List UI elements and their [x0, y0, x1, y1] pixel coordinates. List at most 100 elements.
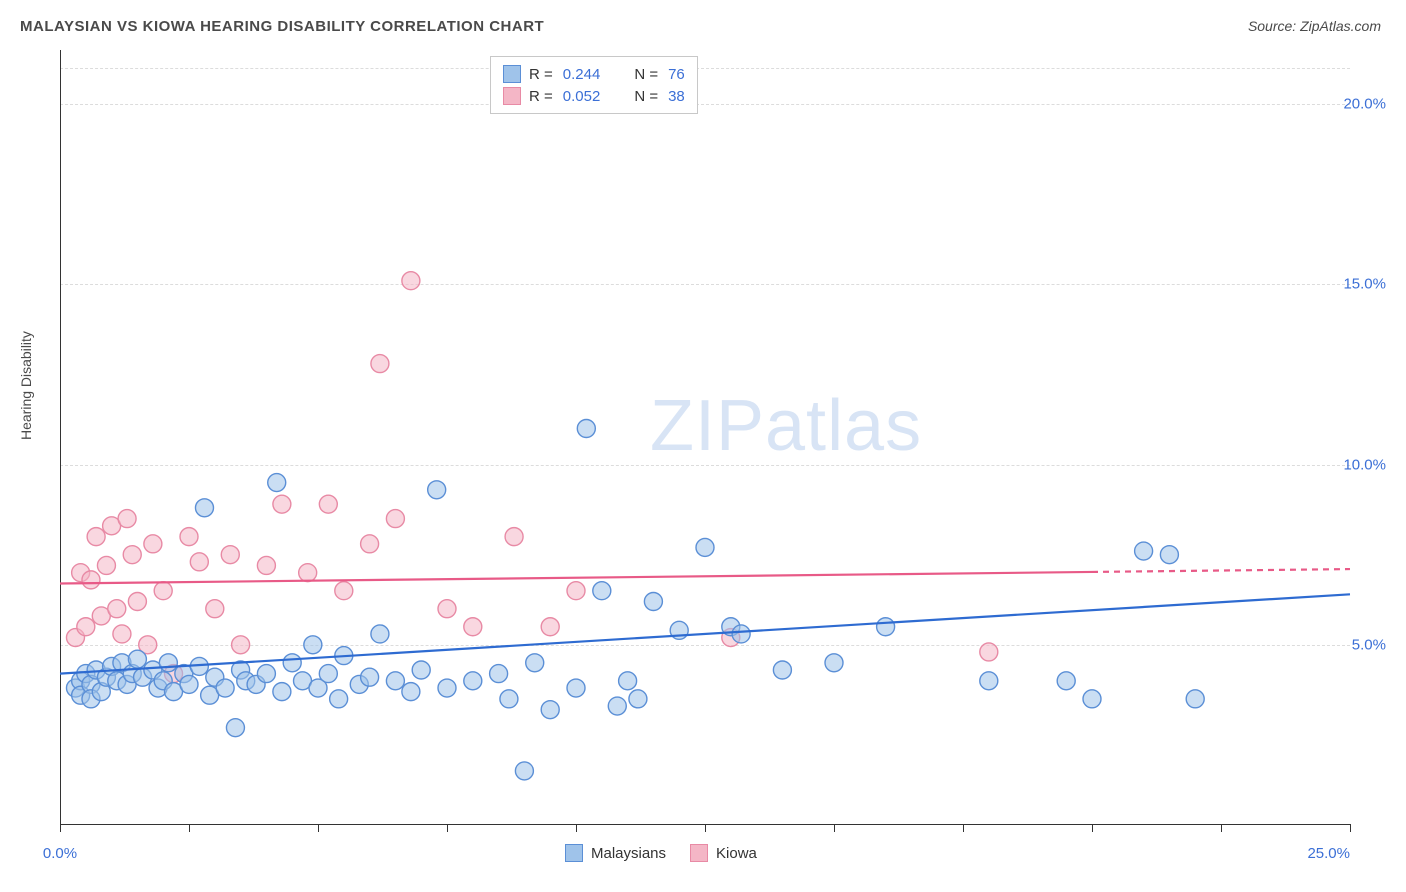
- legend-r-value: 0.244: [563, 66, 601, 83]
- series-legend: Malaysians Kiowa: [565, 844, 757, 862]
- series-legend-label: Malaysians: [591, 845, 666, 862]
- data-point: [330, 690, 348, 708]
- data-point: [490, 665, 508, 683]
- data-point: [980, 643, 998, 661]
- data-point: [825, 654, 843, 672]
- data-point: [304, 636, 322, 654]
- data-point: [773, 661, 791, 679]
- data-point: [221, 546, 239, 564]
- legend-n-value: 76: [668, 66, 685, 83]
- x-tick-label: 0.0%: [43, 845, 77, 862]
- data-point: [299, 564, 317, 582]
- legend-swatch: [503, 65, 521, 83]
- series-legend-item: Malaysians: [565, 844, 666, 862]
- chart-title: MALAYSIAN VS KIOWA HEARING DISABILITY CO…: [20, 18, 544, 35]
- data-point: [206, 600, 224, 618]
- data-point: [608, 697, 626, 715]
- x-tick: [318, 824, 319, 832]
- data-point: [232, 636, 250, 654]
- data-point: [386, 672, 404, 690]
- x-tick: [705, 824, 706, 832]
- series-legend-item: Kiowa: [690, 844, 757, 862]
- data-point: [144, 535, 162, 553]
- data-point: [541, 701, 559, 719]
- data-point: [257, 665, 275, 683]
- data-point: [412, 661, 430, 679]
- data-point: [159, 654, 177, 672]
- data-point: [154, 582, 172, 600]
- data-point: [428, 481, 446, 499]
- legend-row: R = 0.244 N = 76: [503, 63, 685, 85]
- data-point: [980, 672, 998, 690]
- data-point: [180, 528, 198, 546]
- chart-container: MALAYSIAN VS KIOWA HEARING DISABILITY CO…: [0, 0, 1406, 892]
- trend-line: [60, 594, 1350, 673]
- source-attribution: Source: ZipAtlas.com: [1248, 18, 1381, 34]
- data-point: [128, 650, 146, 668]
- x-tick: [834, 824, 835, 832]
- data-point: [526, 654, 544, 672]
- data-point: [1135, 542, 1153, 560]
- legend-swatch: [690, 844, 708, 862]
- data-point: [438, 600, 456, 618]
- x-tick: [963, 824, 964, 832]
- data-point: [1083, 690, 1101, 708]
- data-point: [386, 510, 404, 528]
- correlation-legend: R = 0.244 N = 76 R = 0.052N = 38: [490, 56, 698, 114]
- data-point: [335, 582, 353, 600]
- data-point: [97, 556, 115, 574]
- data-point: [190, 553, 208, 571]
- data-point: [515, 762, 533, 780]
- data-point: [361, 535, 379, 553]
- data-point: [82, 571, 100, 589]
- data-point: [577, 419, 595, 437]
- data-point: [1186, 690, 1204, 708]
- data-point: [402, 683, 420, 701]
- data-point: [500, 690, 518, 708]
- data-point: [371, 355, 389, 373]
- data-point: [619, 672, 637, 690]
- data-point: [371, 625, 389, 643]
- legend-swatch: [565, 844, 583, 862]
- y-axis-label: Hearing Disability: [18, 331, 34, 440]
- legend-swatch: [503, 87, 521, 105]
- data-point: [541, 618, 559, 636]
- x-tick: [576, 824, 577, 832]
- legend-n-label: N =: [634, 66, 658, 83]
- data-point: [567, 582, 585, 600]
- legend-r-label: R =: [529, 66, 553, 83]
- data-point: [226, 719, 244, 737]
- data-point: [283, 654, 301, 672]
- legend-r-label: R =: [529, 88, 553, 105]
- data-point: [195, 499, 213, 517]
- legend-r-value: 0.052: [563, 88, 601, 105]
- legend-row: R = 0.052N = 38: [503, 85, 685, 107]
- data-point: [87, 528, 105, 546]
- series-legend-label: Kiowa: [716, 845, 757, 862]
- x-tick: [1221, 824, 1222, 832]
- data-point: [464, 618, 482, 636]
- x-tick: [60, 824, 61, 832]
- data-point: [319, 495, 337, 513]
- data-point: [505, 528, 523, 546]
- data-point: [77, 618, 95, 636]
- data-point: [732, 625, 750, 643]
- data-point: [273, 683, 291, 701]
- data-point: [273, 495, 291, 513]
- data-point: [1057, 672, 1075, 690]
- data-point: [877, 618, 895, 636]
- data-point: [438, 679, 456, 697]
- data-point: [123, 546, 141, 564]
- data-point: [361, 668, 379, 686]
- x-tick: [1092, 824, 1093, 832]
- data-point: [128, 593, 146, 611]
- data-point: [268, 474, 286, 492]
- data-point: [402, 272, 420, 290]
- data-point: [113, 625, 131, 643]
- legend-n-value: 38: [668, 88, 685, 105]
- x-tick-label: 25.0%: [1307, 845, 1350, 862]
- plot-svg: [60, 50, 1350, 825]
- data-point: [108, 600, 126, 618]
- data-point: [696, 538, 714, 556]
- x-tick: [447, 824, 448, 832]
